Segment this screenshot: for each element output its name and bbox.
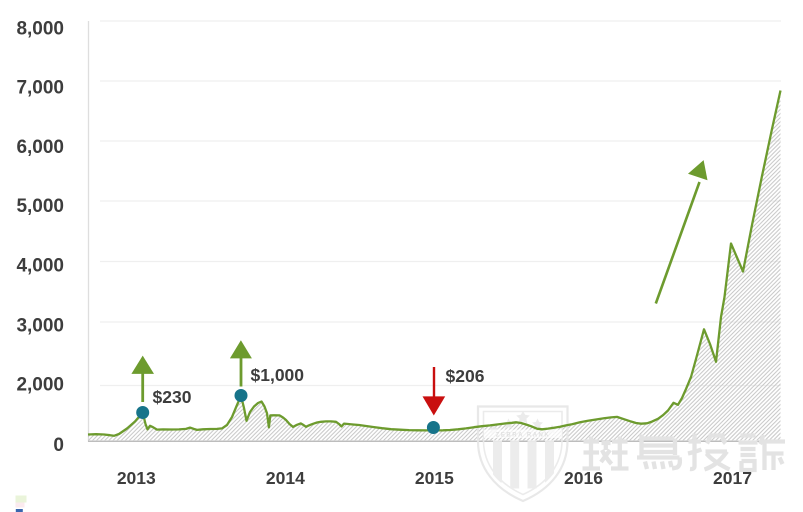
svg-text:2013: 2013 bbox=[117, 468, 156, 488]
svg-text:4,000: 4,000 bbox=[16, 256, 64, 277]
svg-text:0: 0 bbox=[53, 435, 64, 456]
svg-text:5,000: 5,000 bbox=[16, 196, 64, 217]
svg-text:2016: 2016 bbox=[564, 468, 603, 488]
svg-text:2017: 2017 bbox=[713, 468, 752, 488]
svg-text:3,000: 3,000 bbox=[16, 315, 64, 336]
svg-text:$206: $206 bbox=[446, 366, 485, 386]
svg-text:2015: 2015 bbox=[415, 468, 454, 488]
svg-text:7,000: 7,000 bbox=[16, 78, 64, 99]
svg-text:8,000: 8,000 bbox=[16, 18, 64, 39]
svg-text:ZEBRA RANK: ZEBRA RANK bbox=[496, 433, 550, 439]
svg-text:$1,000: $1,000 bbox=[251, 365, 305, 385]
svg-text:2,000: 2,000 bbox=[16, 374, 64, 395]
svg-text:2014: 2014 bbox=[266, 468, 305, 488]
svg-text:$230: $230 bbox=[153, 387, 192, 407]
svg-text:6,000: 6,000 bbox=[16, 137, 64, 158]
